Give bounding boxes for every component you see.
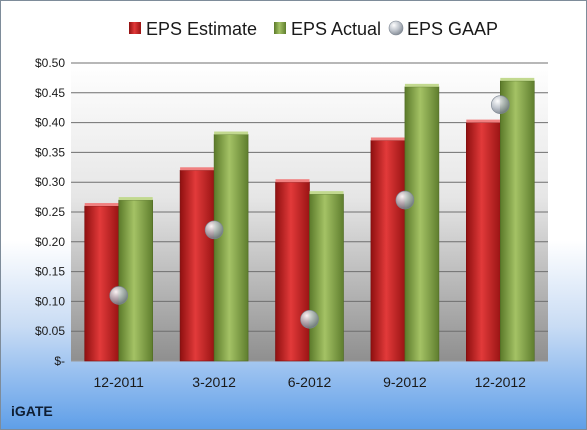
y-tick-label: $0.15 <box>35 265 65 279</box>
y-tick-label: $- <box>54 354 65 368</box>
y-tick-label: $0.50 <box>35 56 65 70</box>
y-axis: $- $0.05 $0.10 $0.15 $0.20 $0.25 $0.30 $0.35 $0.… <box>35 56 65 368</box>
bar-eps-actual <box>404 86 440 362</box>
bar-eps-estimate <box>370 140 406 362</box>
x-tick-label: 12-2011 <box>94 374 145 390</box>
y-tick-label: $0.35 <box>35 145 65 159</box>
bar-eps-actual <box>499 80 535 362</box>
bar-top-highlight <box>309 191 344 195</box>
legend: EPS Estimate EPS Actual EPS GAAP <box>129 19 498 39</box>
x-tick-label: 6-2012 <box>288 374 332 390</box>
marker-eps-gaap <box>490 95 510 115</box>
bar-eps-actual <box>118 199 153 362</box>
y-tick-label: $0.10 <box>35 294 65 308</box>
bar-top-highlight <box>500 77 535 81</box>
bar-eps-estimate <box>84 205 119 362</box>
y-tick-label: $0.30 <box>35 175 65 189</box>
legend-label: EPS Estimate <box>146 19 257 39</box>
y-tick-label: $0.45 <box>35 86 65 100</box>
bar-eps-estimate <box>275 181 310 362</box>
bar-top-highlight <box>214 131 249 135</box>
marker-eps-gaap <box>204 220 224 240</box>
bar-top-highlight <box>466 119 501 123</box>
bars <box>84 77 535 362</box>
bar-top-highlight <box>275 179 310 183</box>
y-tick-label: $0.40 <box>35 116 65 130</box>
legend-swatch <box>274 22 286 34</box>
x-tick-label: 9-2012 <box>383 374 427 390</box>
legend-label: EPS Actual <box>291 19 381 39</box>
bar-eps-estimate <box>179 169 215 362</box>
marker-eps-gaap <box>300 309 319 329</box>
x-tick-label: 3-2012 <box>192 374 236 390</box>
company-label: iGATE <box>11 403 53 419</box>
bar-top-highlight <box>370 137 405 141</box>
y-tick-label: $0.05 <box>35 324 65 338</box>
bar-eps-actual <box>213 134 249 362</box>
bar-top-highlight <box>404 83 439 87</box>
bar-eps-estimate <box>465 122 501 362</box>
bar-eps-actual <box>309 193 344 362</box>
legend-swatch <box>129 22 141 34</box>
legend-label: EPS GAAP <box>407 19 498 39</box>
gaap-markers <box>109 95 510 329</box>
legend-swatch <box>388 20 404 36</box>
y-tick-label: $0.20 <box>35 235 65 249</box>
x-tick-label: 12-2012 <box>475 374 527 390</box>
bar-top-highlight <box>118 197 153 201</box>
x-axis-labels: 12-2011 3-2012 6-2012 9-2012 12-2012 <box>94 374 527 390</box>
marker-eps-gaap <box>109 286 128 305</box>
marker-eps-gaap <box>395 190 415 210</box>
bar-top-highlight <box>180 167 215 171</box>
y-tick-label: $0.25 <box>35 205 65 219</box>
bar-top-highlight <box>84 203 119 207</box>
